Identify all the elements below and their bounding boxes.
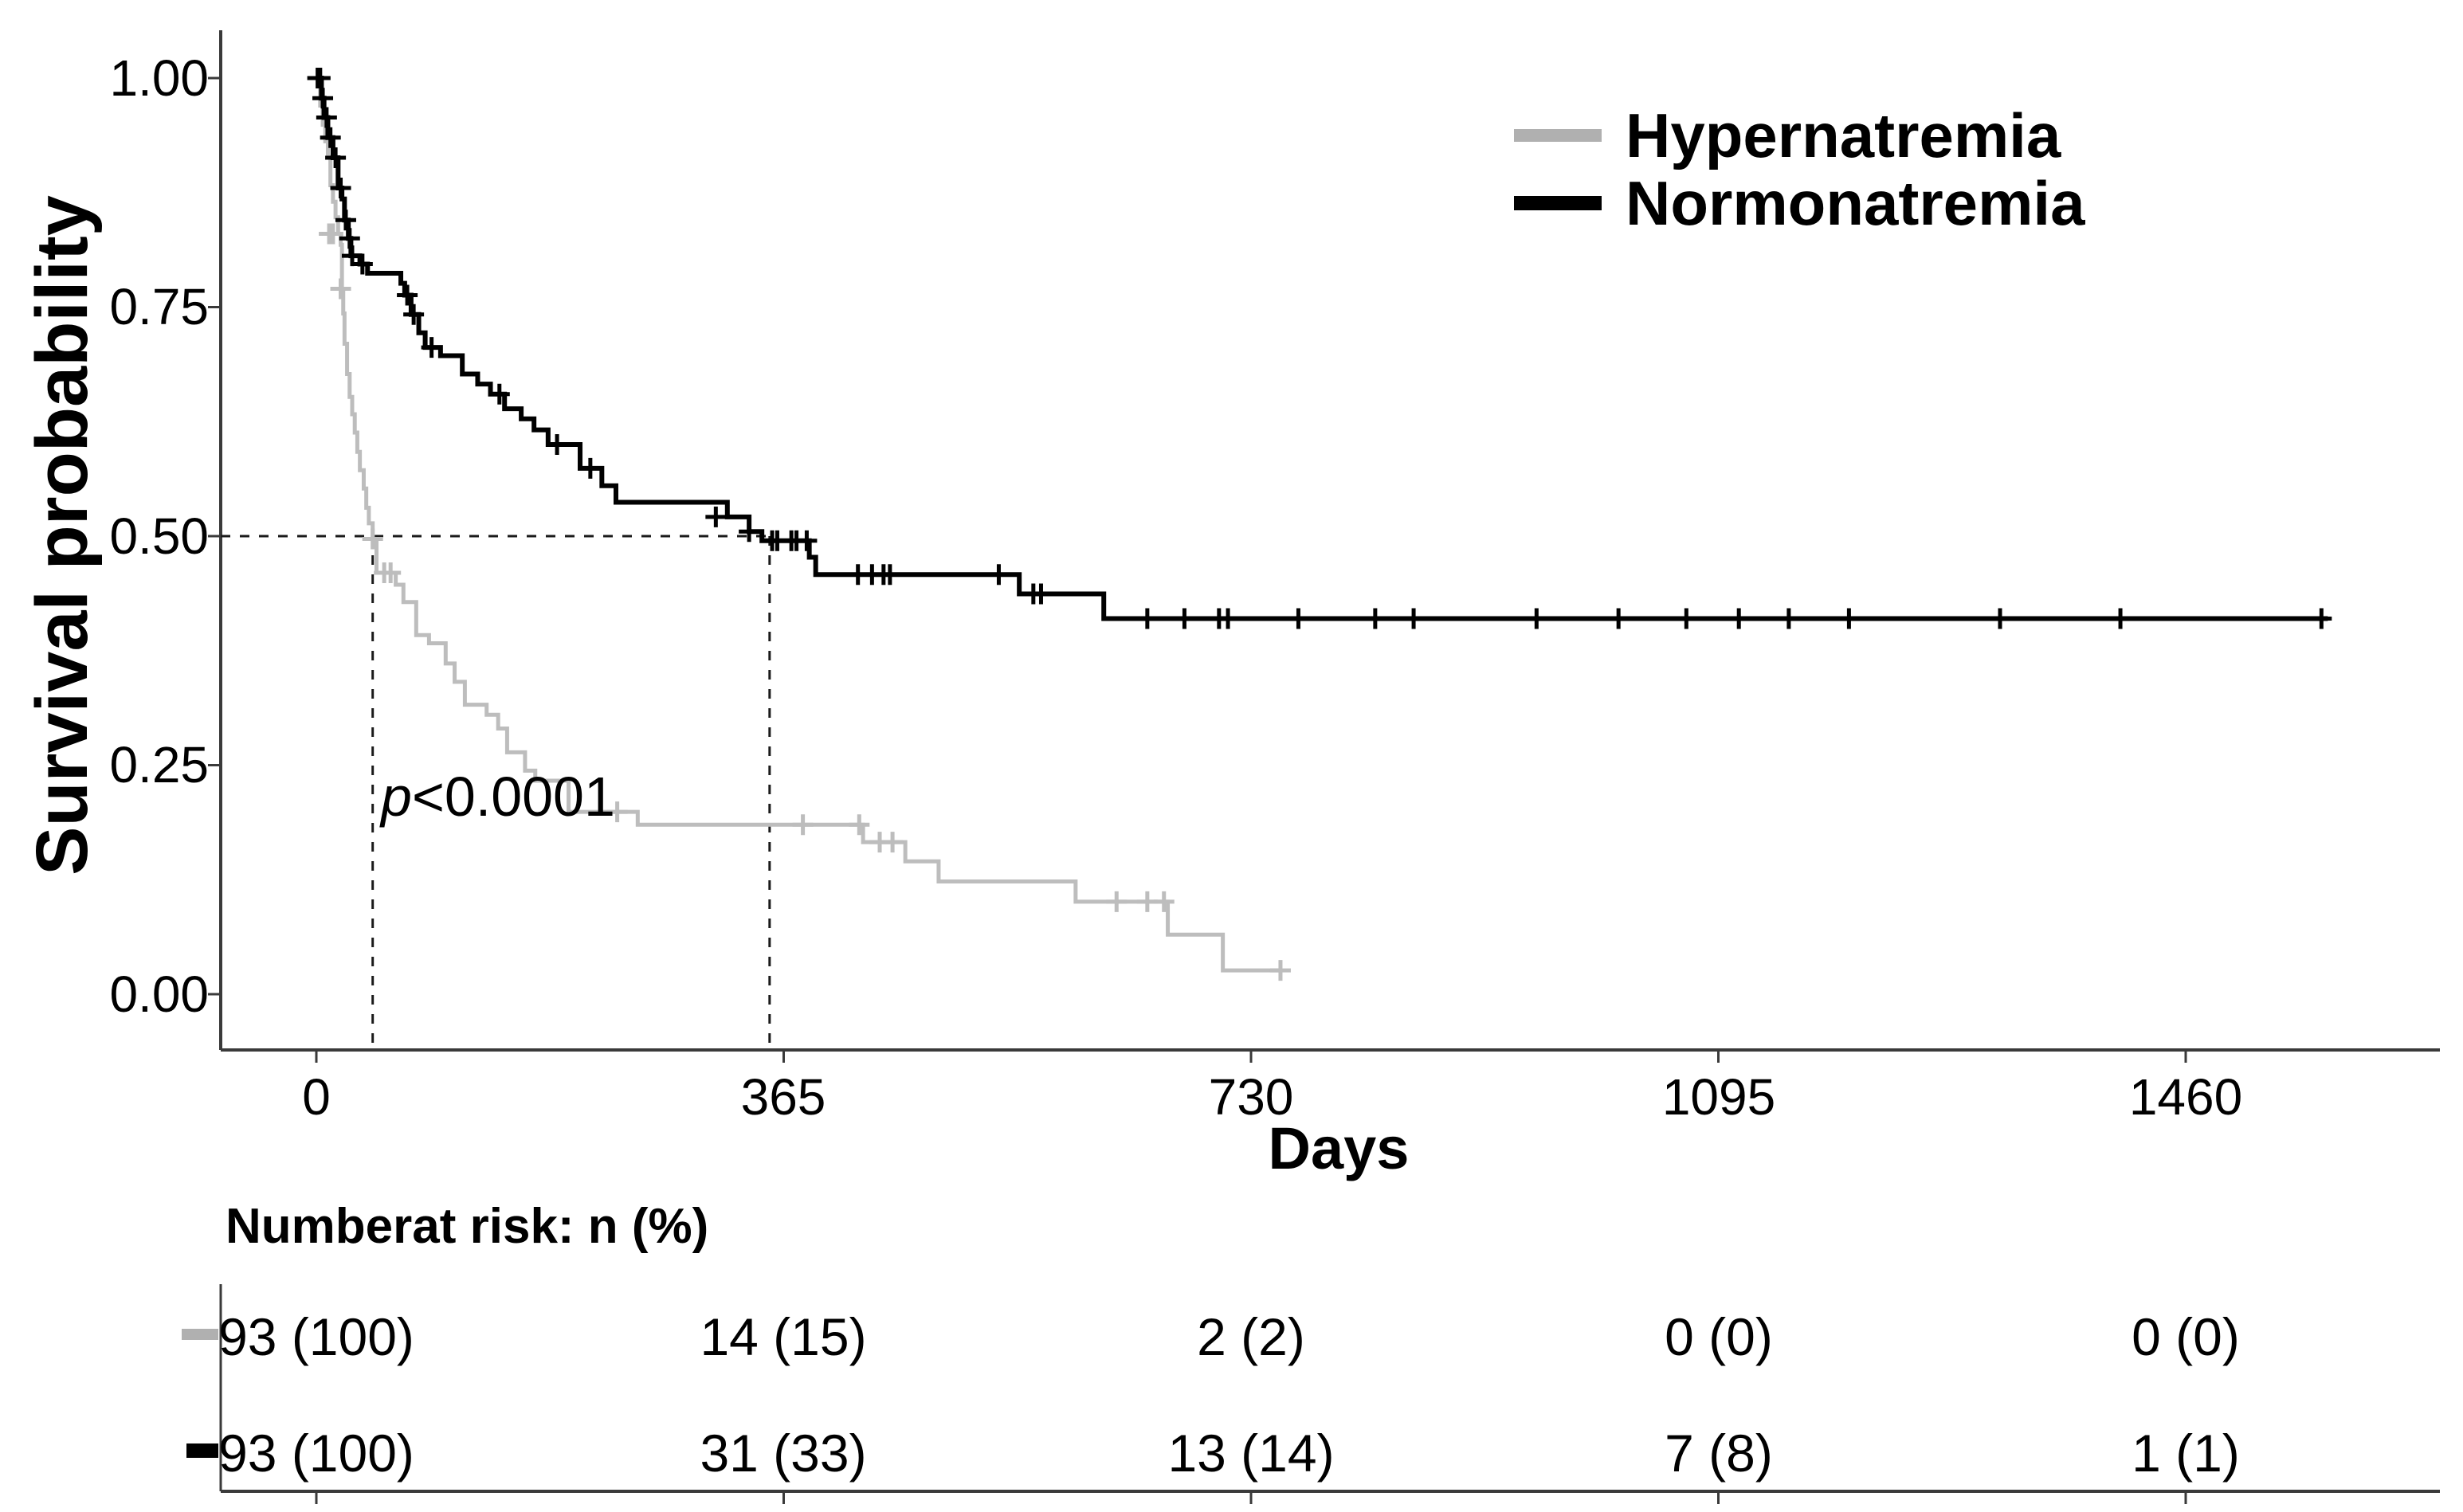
censor-mark-hypernatremia [380,562,402,583]
censor-mark-hypernatremia [1153,891,1175,912]
p-value-annotation: p<0.0001 [381,766,615,827]
y-tick-label: 0.25 [109,736,209,793]
censor-mark-normonatremia [325,147,347,169]
censor-mark-normonatremia [1728,608,1750,629]
legend-label-hypernatremia: Hypernatremia [1626,100,2061,170]
risk-value: 7 (8) [1665,1424,1773,1483]
censor-mark-normonatremia [316,107,337,128]
risk-value: 1 (1) [2132,1424,2240,1483]
x-tick-label: 1095 [1661,1068,1776,1126]
risk-row-swatch-hypernatremia [182,1329,218,1340]
censor-mark-hypernatremia [330,278,351,300]
censor-mark-normonatremia [421,337,442,358]
risk-value: 93 (100) [218,1424,414,1483]
risk-row-swatch-normonatremia [186,1443,218,1458]
censor-mark-normonatremia [1838,608,1860,629]
censor-mark-hypernatremia [1269,960,1291,981]
censor-mark-normonatremia [705,506,727,527]
risk-value: 0 (0) [2132,1307,2240,1366]
censor-mark-normonatremia [988,564,1010,586]
censor-mark-hypernatremia [362,528,383,550]
x-tick-label: 1460 [2128,1068,2243,1126]
censor-mark-normonatremia [339,228,360,249]
censor-mark-normonatremia [796,530,818,551]
censor-mark-normonatremia [1676,608,1697,629]
y-tick-label: 0.50 [109,507,209,565]
censor-mark-normonatremia [1136,608,1158,629]
y-axis-title: Survival probability [22,195,103,875]
risk-value: 14 (15) [700,1307,867,1366]
censor-mark-normonatremia [309,68,331,88]
censor-mark-hypernatremia [1106,891,1128,912]
censor-mark-normonatremia [579,457,601,479]
x-tick-label: 730 [1208,1068,1294,1126]
censor-mark-hypernatremia [882,832,904,853]
risk-value: 31 (33) [700,1424,867,1483]
p-value-symbol: p [381,766,412,828]
survival-curve-hypernatremia [316,76,1281,973]
censor-mark-normonatremia [2311,608,2332,629]
censor-mark-normonatremia [1218,608,1239,629]
censor-mark-normonatremia [312,88,334,109]
y-tick-label: 0.75 [109,278,209,335]
censor-mark-normonatremia [403,304,425,325]
censor-mark-normonatremia [2110,608,2132,629]
x-tick-label: 0 [302,1068,331,1126]
censor-mark-normonatremia [1403,608,1425,629]
x-axis-title: Days [1268,1115,1410,1181]
censor-mark-normonatremia [1288,608,1309,629]
risk-value: 93 (100) [218,1307,414,1366]
censor-mark-hypernatremia [849,814,870,836]
censor-mark-normonatremia [1030,583,1052,605]
risk-value: 2 (2) [1197,1307,1305,1366]
risk-value: 0 (0) [1665,1307,1773,1366]
censor-mark-normonatremia [320,127,341,148]
censor-mark-normonatremia [547,434,568,455]
legend-swatch-normonatremia [1514,196,1602,210]
risk-table-header: Numberat risk: n (%) [226,1199,709,1254]
y-tick-label: 1.00 [109,49,209,107]
p-value-text: <0.0001 [411,766,615,828]
censor-mark-normonatremia [488,383,510,405]
censor-mark-normonatremia [1608,608,1630,629]
censor-mark-normonatremia [1174,608,1195,629]
censor-mark-hypernatremia [606,801,628,823]
risk-value: 13 (14) [1167,1424,1335,1483]
x-tick-label: 365 [740,1068,826,1126]
legend-swatch-hypernatremia [1514,129,1602,142]
censor-mark-normonatremia [330,178,351,198]
censor-mark-normonatremia [879,564,900,586]
censor-mark-normonatremia [739,521,760,543]
y-tick-label: 0.00 [109,966,209,1023]
censor-mark-normonatremia [1364,608,1386,629]
censor-mark-normonatremia [1526,608,1547,629]
censor-mark-normonatremia [1990,608,2011,629]
legend-label-normonatremia: Normonatremia [1626,168,2085,238]
censor-mark-normonatremia [351,253,373,275]
censor-mark-hypernatremia [322,223,343,245]
censor-mark-normonatremia [1778,608,1799,629]
censor-mark-hypernatremia [792,814,814,836]
censor-mark-normonatremia [397,284,418,306]
censor-mark-normonatremia [335,210,356,231]
